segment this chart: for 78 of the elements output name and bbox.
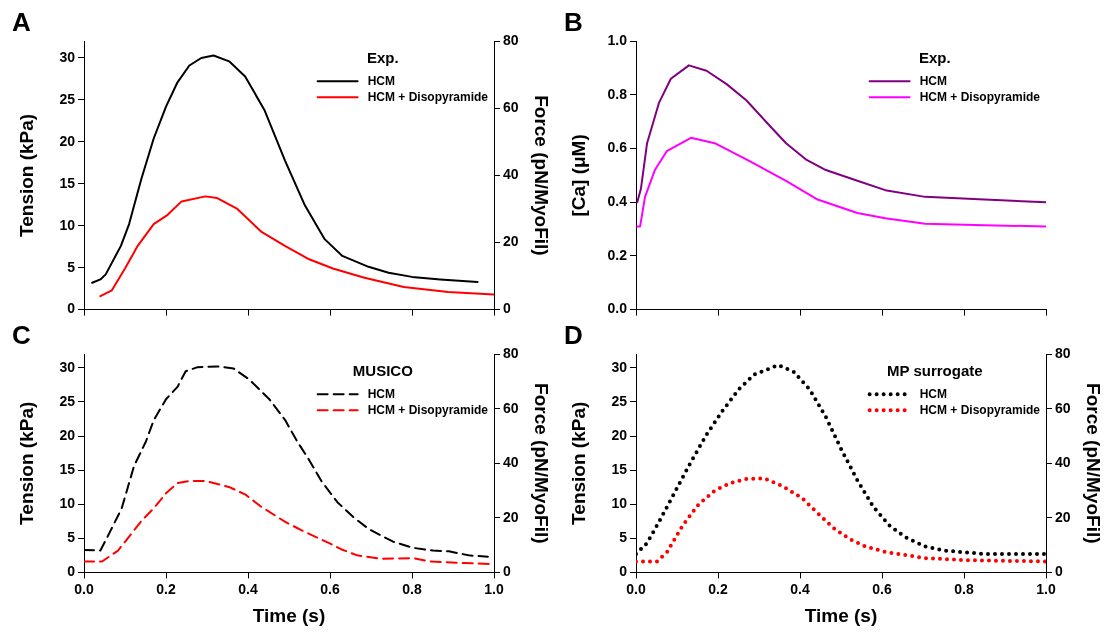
x-tick-label: 0.4 bbox=[790, 580, 810, 597]
x-axis-title: Time (s) bbox=[804, 604, 878, 626]
x-tick-label: 1.0 bbox=[1036, 580, 1056, 597]
y2-tick-label: 20 bbox=[503, 508, 519, 525]
y-axis-title: Tension (kPa) bbox=[15, 113, 37, 237]
y-tick-label: 30 bbox=[611, 358, 628, 375]
legend-label: HCM bbox=[919, 73, 947, 88]
y2-tick-label: 0 bbox=[503, 300, 511, 317]
y-axis-title: Tension (kPa) bbox=[567, 401, 589, 525]
y2-tick-label: 20 bbox=[1055, 508, 1071, 525]
x-tick-label: 0.6 bbox=[320, 580, 340, 597]
y2-tick-label: 40 bbox=[503, 166, 519, 183]
y2-tick-label: 80 bbox=[503, 345, 519, 362]
y2-tick-label: 80 bbox=[1055, 345, 1071, 362]
y2-tick-label: 60 bbox=[503, 399, 519, 416]
y2-axis-title: Force (pN/MyoFil) bbox=[531, 383, 553, 544]
y-tick-label: 20 bbox=[59, 426, 76, 443]
y2-tick-label: 0 bbox=[503, 563, 511, 580]
legend-label: HCM + Disopyramide bbox=[919, 402, 1041, 417]
y2-axis-title: Force (pN/MyoFil) bbox=[1083, 383, 1105, 544]
y2-axis-title: Force (pN/MyoFil) bbox=[531, 95, 553, 256]
y-tick-label: 20 bbox=[611, 426, 628, 443]
y2-tick-label: 60 bbox=[1055, 399, 1071, 416]
y-tick-label: 5 bbox=[67, 258, 76, 275]
y2-tick-label: 0 bbox=[1055, 563, 1063, 580]
x-tick-label: 0.6 bbox=[872, 580, 892, 597]
y-tick-label: 0.0 bbox=[607, 300, 628, 317]
y-tick-label: 10 bbox=[59, 216, 76, 233]
y-tick-label: 1.0 bbox=[607, 32, 628, 49]
y-tick-label: 5 bbox=[67, 529, 76, 546]
y-tick-label: 25 bbox=[59, 392, 76, 409]
y-tick-label: 15 bbox=[611, 460, 628, 477]
y2-tick-label: 60 bbox=[503, 99, 519, 116]
y-tick-label: 25 bbox=[611, 392, 628, 409]
legend-title: MP surrogate bbox=[887, 362, 983, 380]
y-axis-title: Tension (kPa) bbox=[15, 401, 37, 525]
legend-title: Exp. bbox=[366, 49, 399, 67]
y-axis-title: [Ca] (μM) bbox=[567, 134, 589, 217]
x-tick-label: 0.8 bbox=[402, 580, 422, 597]
y-tick-label: 0 bbox=[619, 563, 628, 580]
y-tick-label: 25 bbox=[59, 90, 76, 107]
x-tick-label: 0.4 bbox=[238, 580, 258, 597]
legend-label: HCM + Disopyramide bbox=[367, 89, 489, 104]
y2-tick-label: 40 bbox=[503, 454, 519, 471]
x-axis-title: Time (s) bbox=[252, 604, 326, 626]
chart-title: B bbox=[564, 6, 583, 37]
x-tick-label: 0.2 bbox=[156, 580, 176, 597]
y-tick-label: 0 bbox=[67, 300, 76, 317]
y-tick-label: 0.8 bbox=[607, 85, 628, 102]
chart-title: A bbox=[12, 6, 31, 37]
y-tick-label: 15 bbox=[59, 460, 76, 477]
chart-title: C bbox=[12, 319, 31, 350]
y-tick-label: 10 bbox=[59, 495, 76, 512]
y-tick-label: 0.6 bbox=[607, 139, 628, 156]
y-tick-label: 0 bbox=[67, 563, 76, 580]
y-tick-label: 30 bbox=[59, 358, 76, 375]
x-tick-label: 0.2 bbox=[708, 580, 728, 597]
legend-title: MUSICO bbox=[352, 362, 414, 380]
legend-label: HCM + Disopyramide bbox=[919, 89, 1041, 104]
y-tick-label: 10 bbox=[611, 495, 628, 512]
legend-label: HCM + Disopyramide bbox=[367, 402, 489, 417]
y-tick-label: 0.4 bbox=[607, 193, 628, 210]
y-tick-label: 5 bbox=[619, 529, 628, 546]
x-tick-label: 1.0 bbox=[484, 580, 504, 597]
y-tick-label: 15 bbox=[59, 174, 76, 191]
legend-label: HCM bbox=[919, 386, 947, 401]
y-tick-label: 30 bbox=[59, 48, 76, 65]
y2-tick-label: 20 bbox=[503, 233, 519, 250]
legend-label: HCM bbox=[367, 386, 395, 401]
chart-title: D bbox=[564, 319, 583, 350]
y-tick-label: 20 bbox=[59, 132, 76, 149]
x-tick-label: 0.8 bbox=[954, 580, 974, 597]
y2-tick-label: 80 bbox=[503, 32, 519, 49]
legend-label: HCM bbox=[367, 73, 395, 88]
y-tick-label: 0.2 bbox=[607, 246, 628, 263]
legend-title: Exp. bbox=[918, 49, 951, 67]
line-series bbox=[636, 476, 1046, 564]
y2-tick-label: 40 bbox=[1055, 454, 1071, 471]
